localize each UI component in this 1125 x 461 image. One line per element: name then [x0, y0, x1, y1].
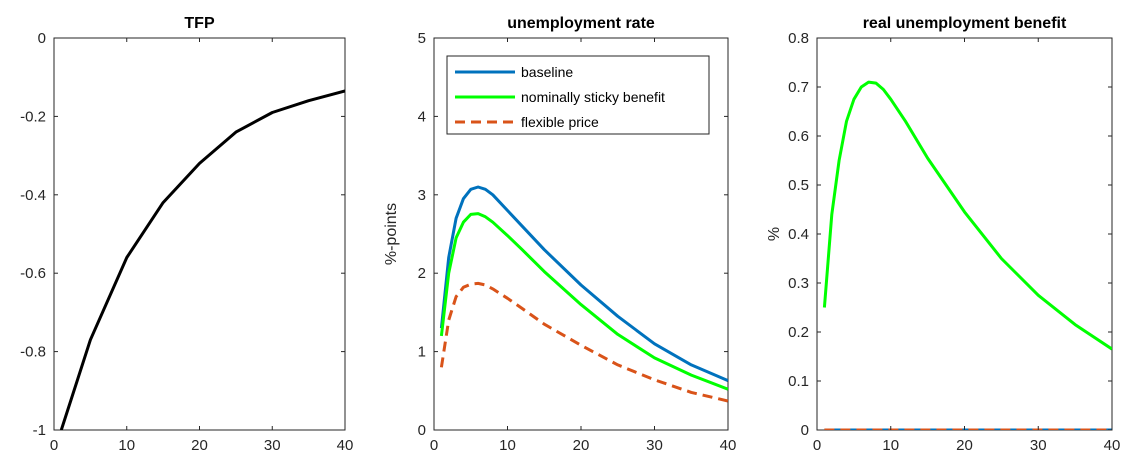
y-tick-label: -0.6	[20, 265, 46, 282]
x-tick-label: 10	[118, 437, 135, 454]
y-tick-label: 0	[418, 422, 426, 439]
x-tick-label: 30	[264, 437, 281, 454]
chart-title: real unemployment benefit	[863, 15, 1067, 32]
y-axis-label: %-points	[383, 203, 400, 265]
series-group	[59, 89, 345, 430]
y-tick-label: 0.4	[788, 226, 809, 243]
x-tick-label: 0	[50, 437, 58, 454]
series-line-nominally-sticky-benefit	[439, 212, 728, 391]
y-tick-label: 0	[801, 422, 809, 439]
x-tick-label: 20	[573, 437, 590, 454]
chart-title: unemployment rate	[507, 15, 655, 32]
y-tick-label: -0.4	[20, 187, 46, 204]
y-tick-label: 0.6	[788, 128, 809, 145]
chart-panel-3: 0 10 20 30 40 0 0.1 0.2 0.3 0.4 0.5 0.6 0.7 0.8 real u…	[766, 15, 1120, 454]
x-tick-label: 20	[191, 437, 208, 454]
chart-panel-1: 0 10 20 30 40 -1 -0.8 -0.6 -0.4 -0.2 0 TFP	[20, 15, 353, 454]
x-tick-label: 40	[720, 437, 737, 454]
plot-area	[816, 37, 1113, 431]
legend-label-nominally-sticky-benefit: nominally sticky benefit	[521, 89, 665, 105]
x-tick-label: 30	[1030, 437, 1047, 454]
y-tick-label: 3	[418, 187, 426, 204]
series-group	[439, 185, 728, 403]
y-tick-label: 2	[418, 265, 426, 282]
legend-label-baseline: baseline	[521, 64, 573, 80]
x-tick-label: 20	[956, 437, 973, 454]
y-tick-label: 5	[418, 30, 426, 47]
x-tick-label: 30	[646, 437, 663, 454]
series-line-baseline	[439, 185, 728, 382]
series-line-3	[822, 80, 1112, 351]
x-tick-label: 10	[499, 437, 516, 454]
y-tick-label: 0.8	[788, 30, 809, 47]
x-tick-label: 0	[813, 437, 821, 454]
y-tick-label: 0.2	[788, 324, 809, 341]
y-tick-label: 1	[418, 344, 426, 361]
plot-area	[53, 37, 346, 431]
series-line-flexible-price	[439, 281, 728, 403]
x-tick-label: 10	[882, 437, 899, 454]
y-tick-label: 0.3	[788, 275, 809, 292]
chart-panel-2: 0 10 20 30 40 0 1 2 3 4 5 unemployment rate %-points…	[383, 15, 736, 454]
series-line-1	[59, 89, 345, 430]
y-tick-label: 0	[38, 30, 46, 47]
y-tick-label: 0.7	[788, 79, 809, 96]
y-tick-label: -0.8	[20, 344, 46, 361]
chart-title: TFP	[184, 15, 215, 32]
series-group	[822, 80, 1112, 430]
y-tick-label: 0.1	[788, 373, 809, 390]
legend-label-flexible-price: flexible price	[521, 114, 599, 130]
x-tick-label: 0	[430, 437, 438, 454]
y-tick-label: -0.2	[20, 108, 46, 125]
x-tick-label: 40	[1104, 437, 1121, 454]
x-tick-label: 40	[337, 437, 354, 454]
legend: baseline nominally sticky benefit flexible…	[446, 55, 710, 135]
y-axis-label: %	[766, 227, 783, 241]
y-tick-label: 4	[418, 108, 426, 125]
y-tick-label: -1	[33, 422, 46, 439]
y-tick-label: 0.5	[788, 177, 809, 194]
